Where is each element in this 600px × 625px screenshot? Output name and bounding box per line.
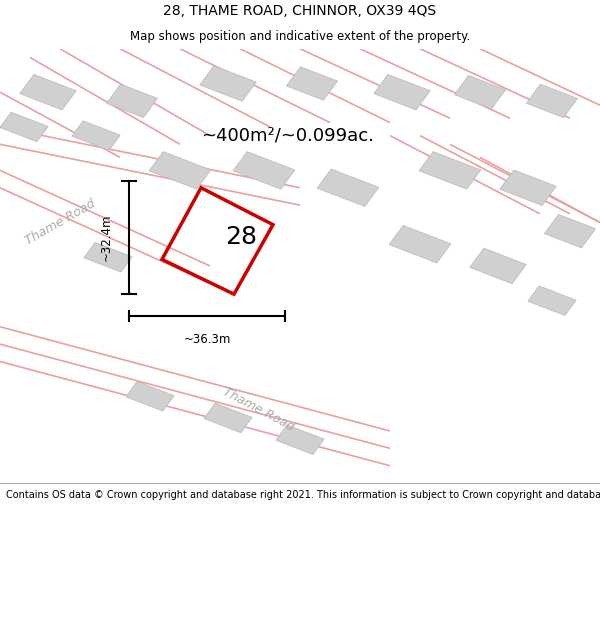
Text: Thame Road: Thame Road xyxy=(220,385,296,434)
Polygon shape xyxy=(0,112,48,142)
Text: 28: 28 xyxy=(226,225,257,249)
Text: Map shows position and indicative extent of the property.: Map shows position and indicative extent… xyxy=(130,30,470,43)
Text: ~36.3m: ~36.3m xyxy=(184,333,230,346)
Text: 28, THAME ROAD, CHINNOR, OX39 4QS: 28, THAME ROAD, CHINNOR, OX39 4QS xyxy=(163,4,437,18)
Polygon shape xyxy=(72,121,120,151)
Polygon shape xyxy=(204,403,252,432)
Polygon shape xyxy=(149,152,211,189)
Polygon shape xyxy=(286,67,338,100)
Polygon shape xyxy=(419,152,481,189)
Polygon shape xyxy=(526,84,578,118)
Polygon shape xyxy=(454,76,506,109)
Polygon shape xyxy=(276,425,324,454)
Polygon shape xyxy=(126,381,174,411)
Polygon shape xyxy=(233,152,295,189)
Text: Thame Road: Thame Road xyxy=(23,197,97,248)
Polygon shape xyxy=(544,214,596,248)
Polygon shape xyxy=(317,169,379,206)
Polygon shape xyxy=(470,248,526,284)
Polygon shape xyxy=(389,226,451,263)
Polygon shape xyxy=(84,242,132,272)
Text: ~32.4m: ~32.4m xyxy=(100,214,113,261)
Polygon shape xyxy=(528,286,576,316)
Polygon shape xyxy=(500,170,556,206)
Polygon shape xyxy=(200,66,256,101)
Polygon shape xyxy=(374,74,430,110)
Polygon shape xyxy=(20,74,76,110)
Text: ~400m²/~0.099ac.: ~400m²/~0.099ac. xyxy=(202,127,374,144)
Text: Contains OS data © Crown copyright and database right 2021. This information is : Contains OS data © Crown copyright and d… xyxy=(6,490,600,500)
Polygon shape xyxy=(106,84,158,118)
